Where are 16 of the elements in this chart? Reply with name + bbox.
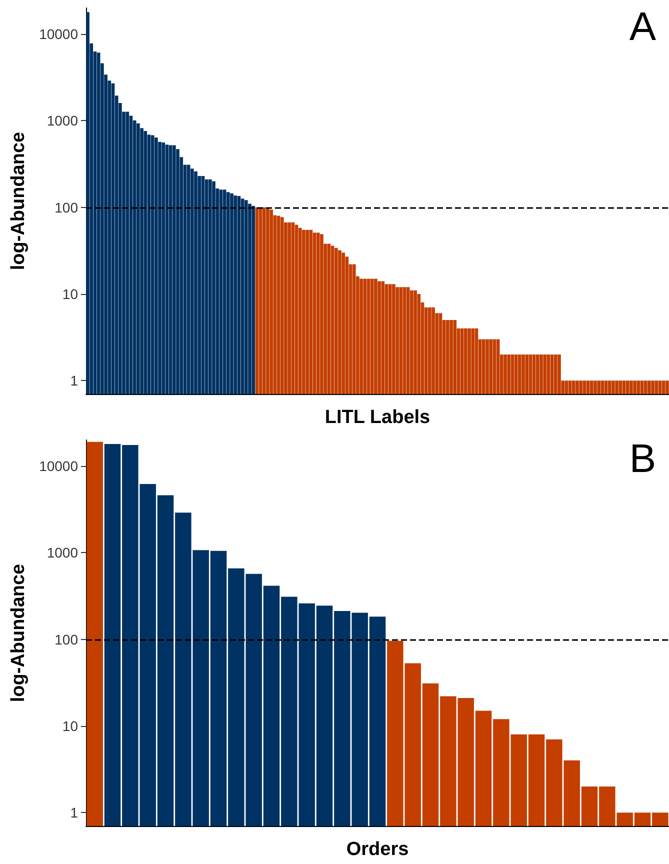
x-axis-title: LITL Labels	[324, 407, 430, 428]
y-tick-label: 1	[70, 804, 78, 821]
y-tick-label: 10000	[39, 458, 78, 474]
chart-title: A	[629, 5, 656, 49]
x-axis-title: Orders	[346, 839, 409, 860]
y-axis-title: log-Abundance	[8, 132, 30, 270]
y-tick-label: 10	[62, 718, 78, 734]
y-tick-label: 100	[54, 199, 78, 216]
chart-title: B	[629, 437, 656, 481]
y-tick-label: 1	[70, 372, 78, 389]
y-tick-label: 1000	[46, 112, 78, 129]
y-tick-label: 1000	[46, 544, 78, 561]
y-tick-label: 10	[62, 286, 78, 302]
y-tick-label: 10000	[39, 26, 78, 42]
y-axis-title: log-Abundance	[8, 564, 30, 702]
y-tick-label: 100	[54, 631, 78, 648]
